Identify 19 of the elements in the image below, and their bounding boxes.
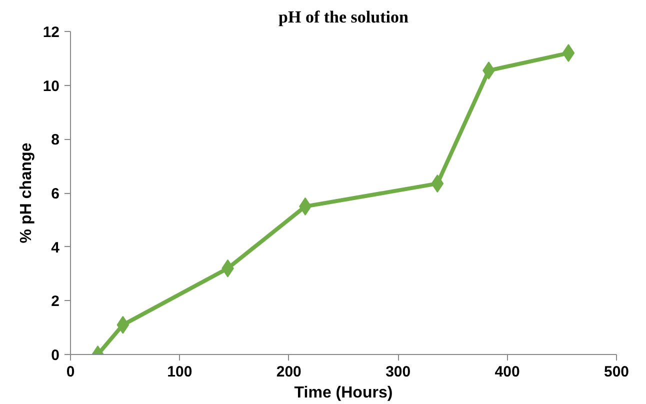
y-tick-label: 8 [51,132,60,149]
x-tick-label: 200 [276,364,302,380]
x-tick-label: 300 [386,364,411,380]
y-tick-label: 12 [42,24,60,41]
y-tick-label: 6 [51,186,60,202]
y-tick-label: 0 [51,347,60,364]
x-tick-label: 0 [66,364,75,380]
x-tick-label: 500 [604,364,630,380]
y-axis-title: % pH change [18,142,35,244]
point [116,316,130,334]
x-tick-label: 100 [167,364,192,380]
y-tick-label: 2 [51,293,60,310]
y-tick-label: 4 [51,239,60,256]
x-axis-title: Time (Hours) [294,384,393,402]
x-tick-label: 400 [494,364,520,380]
chart-title: pH of the solution [278,8,409,26]
point [562,44,575,62]
y-tick-label: 10 [42,78,60,95]
point [431,174,444,193]
